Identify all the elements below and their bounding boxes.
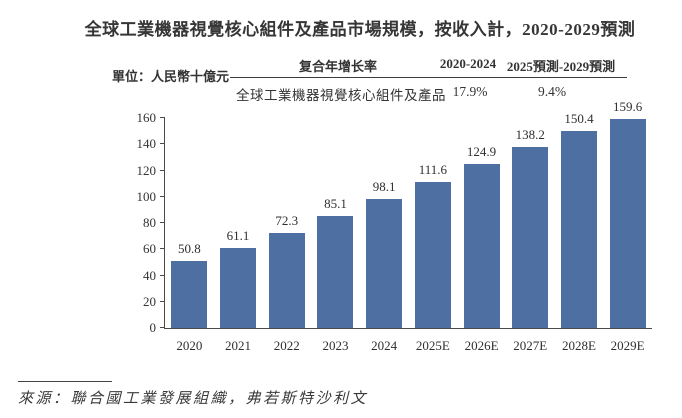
x-axis-category-label: 2026E [464, 338, 499, 353]
x-axis-category-label: 2020 [176, 338, 203, 353]
bar-2025E [414, 181, 451, 328]
x-axis-category-label: 2025E [415, 338, 450, 353]
bar-2020 [171, 261, 208, 328]
x-axis-category-label: 2024 [371, 338, 398, 353]
cagr-divider [230, 77, 627, 78]
y-axis-tick-mark [160, 117, 165, 118]
y-axis-tick-mark [160, 195, 165, 197]
y-axis-tick-label: 60 [143, 241, 156, 257]
cagr-period-header-1: 2020-2024 [439, 56, 497, 71]
y-axis-tick-mark [160, 248, 165, 250]
source-divider [18, 381, 112, 382]
x-axis-category-label: 2021 [225, 338, 252, 353]
bar-value-label: 159.6 [613, 98, 643, 114]
bar-2026E [463, 164, 500, 328]
bar-chart-plot-area: 0 20 40 60 80 100 120 140 160 50.8 2020 61.1 2021 72.… [137, 99, 652, 353]
x-axis-category-label: 2029E [610, 338, 645, 353]
y-axis-tick-label: 20 [143, 293, 156, 309]
bar-2022 [268, 233, 305, 328]
unit-label: 單位：人民幣十億元 [112, 69, 230, 84]
bar-2029E [609, 118, 646, 328]
bar-value-label: 124.9 [466, 144, 497, 160]
bar-value-label: 111.6 [418, 161, 447, 177]
y-axis-tick-mark [160, 274, 165, 276]
y-axis-tick-label: 40 [143, 267, 156, 283]
bar-value-label: 61.1 [226, 227, 250, 243]
bar-2028E [560, 130, 597, 328]
y-axis-tick-mark [160, 169, 165, 171]
bar-value-label: 50.8 [177, 241, 201, 257]
y-axis-tick-mark [160, 327, 165, 328]
x-axis-category-label: 2022 [273, 338, 300, 353]
bar-value-label: 72.3 [275, 213, 299, 229]
cagr-value-1: 17.9% [452, 84, 488, 99]
y-axis-tick-label: 120 [136, 162, 157, 178]
bar-2027E [512, 146, 549, 328]
y-axis-tick-label: 160 [136, 110, 157, 125]
y-axis-tick-mark [160, 143, 165, 145]
source-note: 來源：聯合國工業發展組織，弗若斯特沙利文 [18, 391, 369, 407]
y-axis-tick-mark [160, 222, 165, 223]
bar-value-label: 150.4 [564, 110, 594, 126]
y-axis-tick-label: 80 [143, 215, 156, 230]
y-axis-tick-mark [160, 300, 165, 302]
x-axis-category-label: 2023 [322, 338, 349, 353]
bar-2024 [366, 199, 403, 328]
bar-2023 [317, 216, 354, 328]
x-axis-category-label: 2027E [513, 338, 548, 353]
y-axis-tick-label: 140 [136, 136, 157, 152]
chart-title: 全球工業機器視覺核心組件及產品市場規模，按收入計，2020-2029預測 [84, 20, 636, 39]
x-axis-category-label: 2028E [561, 338, 596, 353]
cagr-row-label: 全球工業機器視覺核心組件及產品 [236, 88, 446, 103]
y-axis-tick-label: 0 [149, 320, 157, 335]
y-axis-tick-label: 100 [136, 188, 157, 204]
bar-2021 [220, 247, 257, 328]
cagr-period-header-2: 2025預測-2029預測 [506, 59, 616, 74]
bar-value-label: 98.1 [372, 179, 396, 195]
bar-value-label: 85.1 [324, 196, 347, 212]
cagr-value-2: 9.4% [537, 84, 567, 99]
cagr-metric-header: 复合年增长率 [298, 59, 378, 74]
bar-value-label: 138.2 [515, 126, 545, 142]
